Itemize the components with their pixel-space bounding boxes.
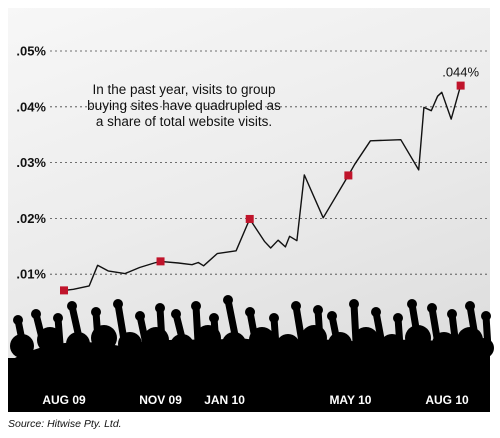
x-tick-label: JAN 10 xyxy=(204,393,245,407)
x-tick-label: MAY 10 xyxy=(329,393,371,407)
x-tick-label: AUG 10 xyxy=(425,393,469,407)
data-point-marker xyxy=(60,286,68,295)
data-point-marker xyxy=(456,81,465,90)
y-tick-label: .03% xyxy=(16,155,46,170)
data-point-marker xyxy=(344,171,353,180)
y-tick-label: .04% xyxy=(16,99,46,114)
x-tick-label: NOV 09 xyxy=(139,393,182,407)
chart-annotation: In the past year, visits to group buying… xyxy=(87,82,281,129)
data-label: .044% xyxy=(442,65,479,80)
y-tick-label: .01% xyxy=(16,267,46,282)
y-tick-label: .02% xyxy=(16,211,46,226)
source-note: Source: Hitwise Pty. Ltd. xyxy=(8,418,122,430)
y-tick-label: .05% xyxy=(16,44,46,59)
series-line xyxy=(63,85,462,292)
crowd-silhouette xyxy=(8,295,494,412)
data-point-marker xyxy=(156,257,165,266)
x-tick-label: AUG 09 xyxy=(42,393,86,407)
data-point-marker xyxy=(245,214,254,223)
